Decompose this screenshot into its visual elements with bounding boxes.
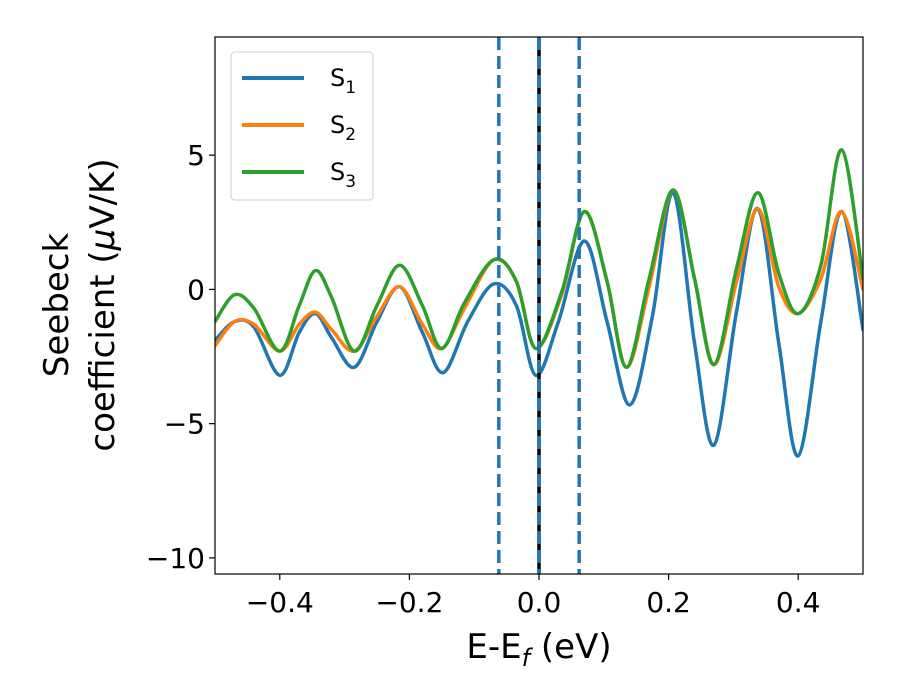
y-tick-label: 0 [187, 273, 205, 306]
x-tick-label: −0.2 [375, 586, 443, 619]
y-axis-label-line1: Seebeck [37, 233, 77, 378]
y-axis-label-line2: coefficient (μV/K) [83, 158, 123, 451]
legend-label-s2: S2 [330, 111, 356, 145]
x-axis-label: E-Ef (eV) [466, 627, 611, 672]
legend-label-s1: S1 [330, 64, 356, 98]
series-layer [215, 148, 863, 458]
x-tick-label: −0.4 [246, 586, 314, 619]
series-line-s3 [215, 148, 863, 370]
y-tick-label: 5 [187, 139, 205, 172]
y-tick-label: −5 [164, 408, 205, 441]
x-tick-label: 0.2 [646, 586, 691, 619]
vertical-lines [497, 37, 581, 574]
y-axis-label: Seebeck coefficient (μV/K) [37, 158, 123, 451]
x-tick-label: 0.0 [517, 586, 562, 619]
x-axis-ticks: −0.4 −0.2 0.0 0.2 0.4 [246, 574, 821, 619]
x-tick-label: 0.4 [776, 586, 821, 619]
y-axis-ticks: 5 0 −5 −10 [146, 139, 215, 575]
legend-label-s3: S3 [330, 158, 356, 192]
y-tick-label: −10 [146, 542, 205, 575]
legend: S1 S2 S3 [230, 51, 374, 201]
series-line-s1 [215, 190, 863, 458]
